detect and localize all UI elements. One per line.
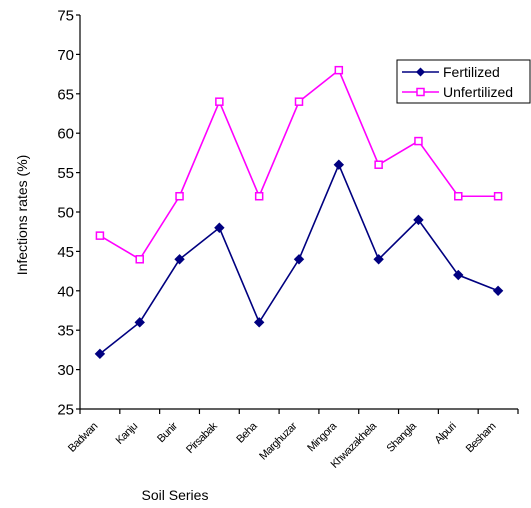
data-point-marker	[215, 97, 224, 106]
series-group	[94, 65, 504, 360]
data-point-marker	[334, 65, 344, 75]
x-category-label: Alpuri	[433, 421, 459, 447]
data-point-marker	[293, 254, 305, 265]
y-tick-label: 65	[57, 86, 74, 103]
x-category-label: Kanju	[114, 420, 141, 447]
x-category-label: Marghuzar	[257, 420, 300, 463]
data-point-marker	[134, 317, 145, 328]
y-ticks: 25 30 35 40 45 50 55 60 65 70 75	[57, 8, 80, 419]
y-axis-title: Infections rates (%)	[14, 155, 30, 276]
data-point-marker	[373, 254, 384, 265]
legend-marker	[416, 67, 425, 77]
series-unfertilized	[95, 65, 503, 264]
x-category-label: Pirsabak	[184, 420, 220, 456]
data-point-marker	[492, 285, 504, 297]
data-point-marker	[374, 160, 383, 169]
y-tick-label: 45	[57, 244, 74, 261]
data-point-marker	[294, 97, 304, 106]
data-point-marker	[95, 231, 105, 240]
data-point-marker	[453, 269, 464, 281]
data-point-marker	[175, 191, 184, 201]
x-category-label: Shangla	[385, 420, 420, 455]
series-fertilized	[94, 159, 504, 360]
y-tick-label: 50	[57, 205, 74, 222]
y-axis: 25 30 35 40 45 50 55 60 65 70 75	[57, 8, 81, 419]
x-category-label: Badwan	[66, 420, 100, 454]
legend: Fertilized Unfertilized	[396, 59, 531, 104]
data-point-marker	[493, 191, 503, 201]
y-tick-label: 30	[57, 362, 74, 379]
data-point-marker	[135, 255, 144, 264]
legend-label: Fertilized	[443, 64, 500, 80]
legend-item: Fertilized	[402, 64, 500, 80]
y-tick-label: 25	[57, 402, 74, 419]
data-point-marker	[254, 191, 264, 201]
data-point-marker	[253, 317, 265, 328]
x-category-label: Beha	[234, 420, 260, 446]
data-point-marker	[414, 136, 423, 146]
x-category-label: Mingora	[305, 420, 340, 455]
legend-label: Unfertilized	[443, 84, 513, 100]
data-point-marker	[174, 254, 185, 265]
y-tick-label: 35	[57, 323, 74, 340]
data-point-marker	[94, 348, 106, 360]
x-axis-title: Soil Series	[142, 487, 209, 503]
x-category-label: Bunir	[155, 420, 180, 445]
y-tick-label: 40	[57, 283, 74, 300]
y-tick-label: 60	[57, 126, 74, 143]
legend-marker	[416, 87, 425, 97]
data-point-marker	[214, 222, 225, 233]
data-point-marker	[413, 214, 424, 226]
data-point-marker	[333, 159, 345, 170]
data-point-marker	[454, 191, 463, 201]
legend-item: Unfertilized	[402, 84, 513, 100]
y-tick-label: 75	[57, 8, 74, 25]
x-category-label: Besham	[464, 420, 499, 455]
y-tick-label: 55	[57, 165, 74, 182]
y-tick-label: 70	[57, 47, 74, 64]
